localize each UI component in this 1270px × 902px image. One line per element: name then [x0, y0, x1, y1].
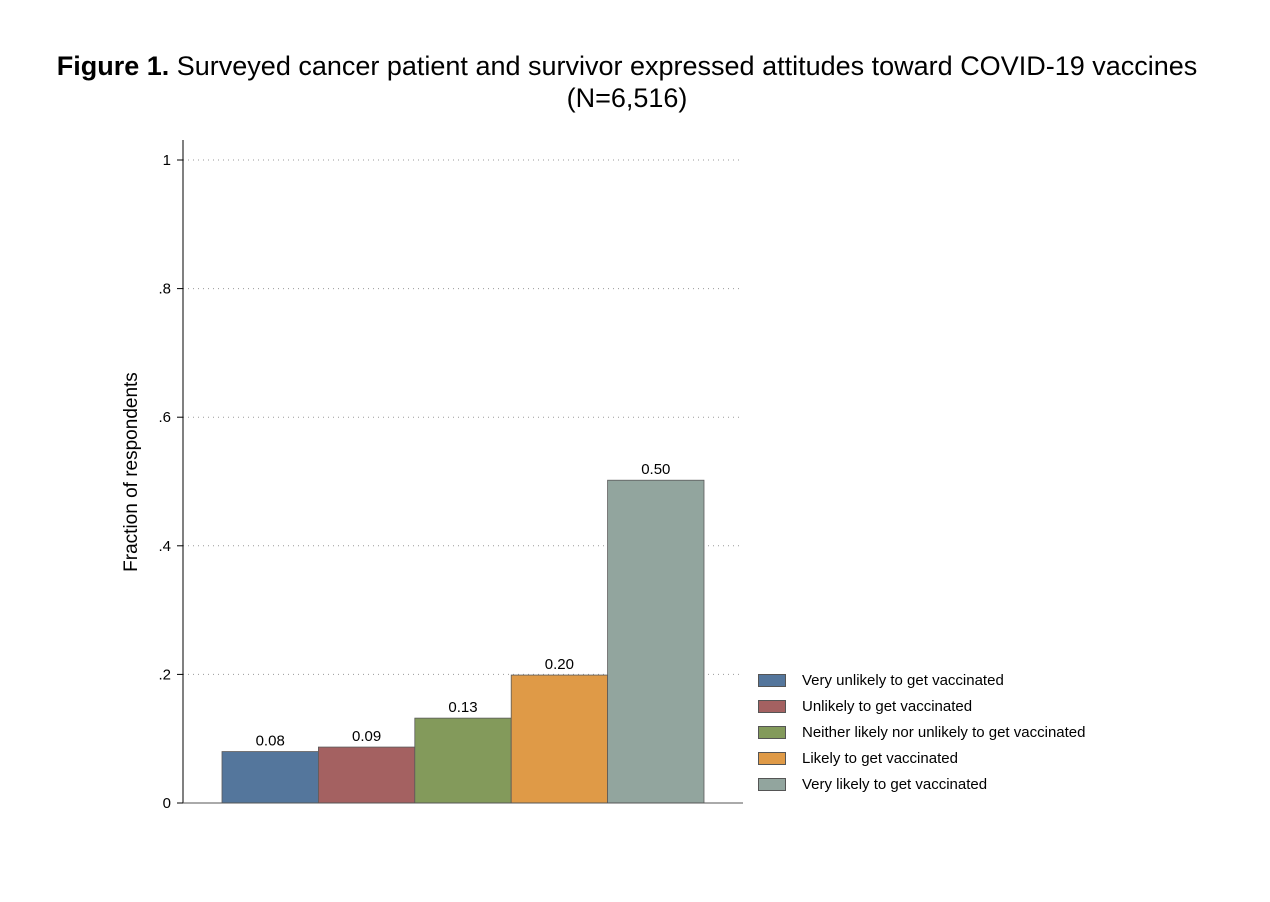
- legend-swatch: [758, 725, 786, 739]
- title-line-1: Figure 1. Surveyed cancer patient and su…: [0, 50, 1254, 82]
- legend: Very unlikely to get vaccinated Unlikely …: [758, 667, 1085, 797]
- legend-item: Very unlikely to get vaccinated: [758, 667, 1085, 693]
- y-tick-label: 1: [163, 152, 171, 169]
- legend-item: Unlikely to get vaccinated: [758, 693, 1085, 719]
- legend-label: Neither likely nor unlikely to get vacci…: [802, 723, 1086, 741]
- y-tick-label: 0: [163, 795, 171, 812]
- y-axis-label: Fraction of respondents: [121, 372, 142, 572]
- data-label: 0.09: [352, 728, 381, 745]
- legend-swatch: [758, 673, 786, 687]
- y-tick-label: .8: [158, 281, 171, 298]
- bar: [510, 674, 609, 804]
- bar: [221, 751, 319, 804]
- legend-label: Very unlikely to get vaccinated: [802, 671, 1004, 689]
- legend-label: Unlikely to get vaccinated: [802, 697, 973, 715]
- data-label: 0.08: [256, 733, 285, 750]
- legend-swatch: [758, 699, 786, 713]
- title-text: Surveyed cancer patient and survivor exp…: [176, 51, 1198, 81]
- bar: [414, 717, 512, 804]
- legend-swatch: [758, 751, 786, 765]
- figure-label: Figure 1.: [56, 51, 170, 81]
- data-label: 0.20: [545, 656, 574, 673]
- y-tick-label: .4: [158, 538, 171, 555]
- legend-item: Likely to get vaccinated: [758, 745, 1085, 771]
- title-line-2: (N=6,516): [566, 83, 688, 113]
- legend-item: Neither likely nor unlikely to get vacci…: [758, 719, 1085, 745]
- legend-item: Very likely to get vaccinated: [758, 771, 1085, 797]
- data-label: 0.50: [641, 461, 670, 478]
- legend-label: Very likely to get vaccinated: [802, 775, 988, 793]
- data-label: 0.13: [448, 699, 477, 716]
- legend-swatch: [758, 777, 786, 791]
- y-tick-label: .2: [158, 666, 171, 683]
- bar: [607, 479, 705, 804]
- bar: [317, 746, 416, 804]
- y-tick-label: .6: [158, 409, 171, 426]
- chart-title: Figure 1. Surveyed cancer patient and su…: [0, 50, 1254, 114]
- legend-label: Likely to get vaccinated: [802, 749, 958, 767]
